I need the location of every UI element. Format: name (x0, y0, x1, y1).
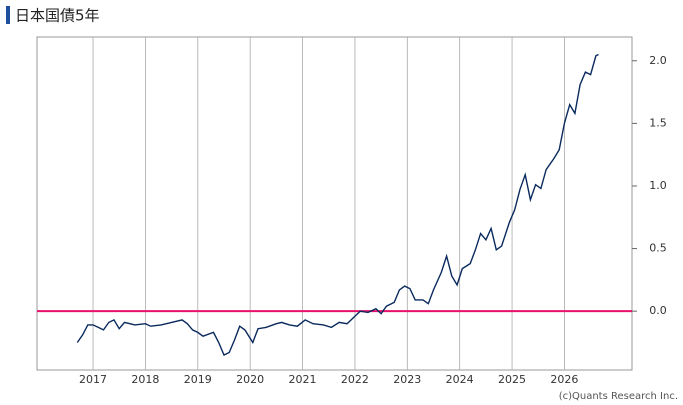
x-tick-label: 2020 (236, 373, 264, 386)
y-tick-label: 1.5 (649, 116, 667, 129)
title-marker (6, 6, 10, 24)
y-tick-label: 0.0 (649, 304, 667, 317)
chart-title: 日本国債5年 (15, 7, 100, 25)
y-tick-label: 1.0 (649, 179, 667, 192)
y-tick-label: 2.0 (649, 54, 667, 67)
x-tick-label: 2022 (341, 373, 369, 386)
x-tick-label: 2017 (79, 373, 107, 386)
x-tick-label: 2021 (289, 373, 317, 386)
x-tick-label: 2018 (131, 373, 159, 386)
x-tick-label: 2023 (393, 373, 421, 386)
x-tick-label: 2019 (184, 373, 212, 386)
x-tick-label: 2026 (550, 373, 578, 386)
plot-area (36, 36, 633, 371)
x-tick-label: 2024 (446, 373, 474, 386)
credit: (c)Quants Research Inc. (559, 391, 678, 402)
data-line (76, 53, 599, 356)
y-tick-label: 0.5 (649, 242, 667, 255)
x-tick-label: 2025 (498, 373, 526, 386)
